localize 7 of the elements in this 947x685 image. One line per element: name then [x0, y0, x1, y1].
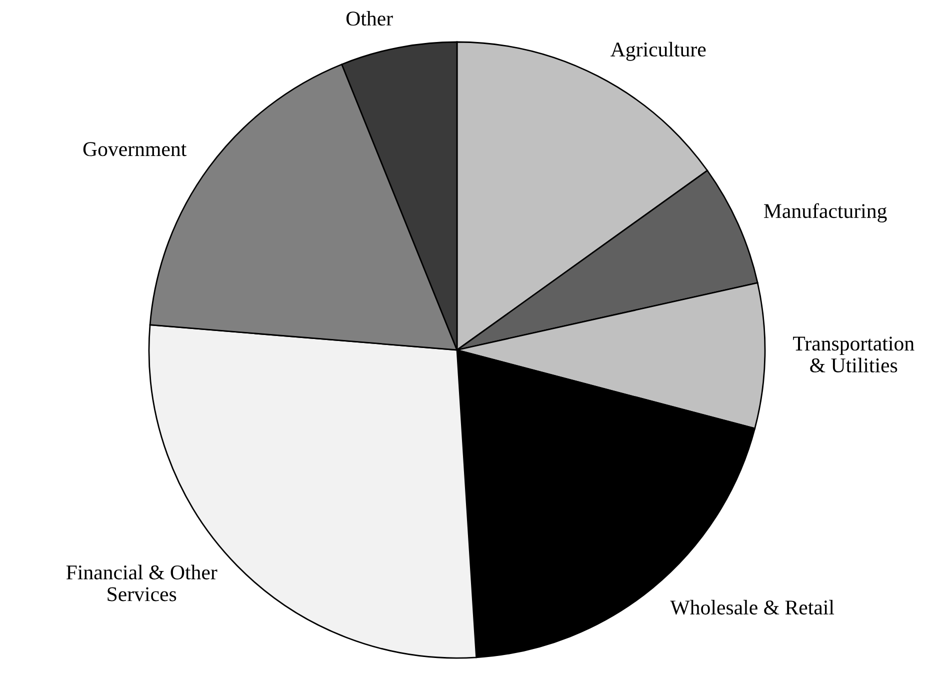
slice-label: Government	[83, 142, 187, 156]
slice-label: Agriculture	[610, 42, 706, 61]
slice-label: Manufacturing	[764, 203, 887, 222]
slice-label: Wholesale & Retail	[670, 600, 834, 615]
slice-label: Financial & Other Services	[66, 564, 218, 602]
slice-label: Other	[346, 10, 393, 26]
slice-label: Transportation & Utilities	[793, 336, 914, 372]
